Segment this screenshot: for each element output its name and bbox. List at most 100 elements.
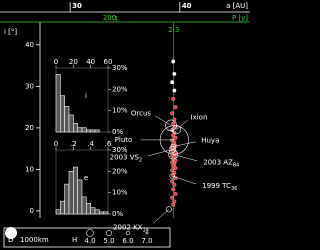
object-name: Huya <box>201 137 219 145</box>
object-label: 1999 TC36 <box>202 182 237 192</box>
inset-y-tick-label: 0% <box>112 128 123 136</box>
histogram-bar <box>90 129 96 133</box>
histogram-bar <box>94 129 100 133</box>
object-point <box>168 146 176 153</box>
y-tick-label: 30 <box>25 82 34 90</box>
legend-h-circle <box>145 231 149 235</box>
inset-x-tick-label: 40 <box>86 58 95 66</box>
inset-x-tick-label: 0 <box>54 140 58 148</box>
inset-y-tick-label: 20% <box>112 167 128 175</box>
histogram-bar <box>77 127 83 133</box>
point <box>172 88 177 93</box>
pointer <box>152 209 170 224</box>
legend-size-value: 1000km <box>20 236 49 244</box>
point <box>171 59 176 64</box>
legend-box <box>3 227 171 248</box>
object-label: Orcus <box>131 109 152 117</box>
histogram-bar <box>60 200 65 215</box>
object-label: 2003 AZ84 <box>203 158 239 168</box>
point <box>170 195 175 200</box>
object-sub: 2 <box>139 157 142 163</box>
point <box>173 135 178 140</box>
inset-x-tick-label: 20 <box>69 58 78 66</box>
pointer <box>176 119 188 130</box>
point <box>171 96 176 101</box>
object-point <box>168 149 179 160</box>
histogram-bar <box>64 183 70 215</box>
x2-axis-label: P [y] <box>232 14 248 22</box>
object-sub: 14 <box>142 227 148 233</box>
histogram-bar <box>77 179 83 215</box>
object-point <box>169 173 175 179</box>
histogram-bar <box>86 203 91 215</box>
point <box>170 179 175 184</box>
pointer <box>148 149 173 157</box>
resonance-label: 2:3 <box>168 26 179 34</box>
inset-x-tick-label: .2 <box>70 140 77 148</box>
legend-h-circle <box>86 229 94 237</box>
x-axis-label: a [AU] <box>226 2 248 10</box>
legend-size-label: D <box>8 236 13 244</box>
histogram-bar <box>81 127 87 133</box>
object-label: Pluto <box>115 136 133 144</box>
histogram-bar <box>60 95 65 133</box>
pointer <box>154 115 172 126</box>
inset-y-tick-label: 30% <box>112 64 128 72</box>
inset-y-tick-label: 10% <box>112 189 128 197</box>
point <box>172 71 177 76</box>
histogram-bar <box>99 211 104 215</box>
object-name: Ixion <box>191 114 208 122</box>
point <box>172 199 177 204</box>
inset-y-tick-label: 0% <box>112 210 123 218</box>
histogram-bar <box>68 171 74 215</box>
pointer <box>173 141 196 147</box>
y-tick-label: 0 <box>30 207 34 215</box>
point <box>170 111 175 116</box>
legend-h-label: H <box>72 236 77 244</box>
object-name: Orcus <box>131 109 152 117</box>
pointer <box>173 154 198 162</box>
inset-x-tick-label: .4 <box>87 140 94 148</box>
point <box>171 187 176 192</box>
object-name: 2003 AZ <box>203 158 233 166</box>
histogram-bar <box>81 196 87 215</box>
point <box>173 105 178 110</box>
object-sub: 84 <box>233 162 239 168</box>
inset-x-tick-label: 0 <box>54 58 58 66</box>
legend-h-value: 4.0 <box>84 237 95 245</box>
histogram-bar <box>73 166 78 215</box>
x-tick-label: 40 <box>182 2 192 10</box>
x2-tick-label: 200 <box>103 14 116 22</box>
point <box>170 80 175 85</box>
object-point <box>165 206 172 213</box>
point <box>173 191 178 196</box>
point <box>170 168 175 173</box>
legend-h-value: 5.0 <box>103 237 114 245</box>
histogram-bar <box>68 114 74 133</box>
inset-label: i <box>85 92 87 100</box>
histogram-bar <box>90 207 96 215</box>
point <box>171 121 176 126</box>
histogram-bar <box>94 209 100 215</box>
y-tick-label: 20 <box>25 124 34 132</box>
inset-x-tick-label: 60 <box>104 58 113 66</box>
point <box>172 182 177 187</box>
y-tick-label: 10 <box>25 165 34 173</box>
x-tick-label: 30 <box>72 2 82 10</box>
object-label: 2003 VS2 <box>110 153 142 163</box>
pointer <box>172 175 197 185</box>
inset-label: e <box>84 174 88 182</box>
legend-size-circle <box>5 227 17 239</box>
y-axis-label: i [°] <box>4 28 17 36</box>
histogram-bar <box>73 123 78 133</box>
inset-y-tick-label: 20% <box>112 85 128 93</box>
legend-h-circle <box>125 230 131 236</box>
legend-h-circle <box>106 230 113 237</box>
object-label: 2002 KX14 <box>113 223 149 233</box>
inset-y-tick-label: 10% <box>112 107 128 115</box>
object-point <box>171 124 182 135</box>
object-label: Huya <box>201 137 219 145</box>
point <box>173 158 178 163</box>
histogram-bar <box>55 74 61 133</box>
histogram-bar <box>64 106 70 133</box>
